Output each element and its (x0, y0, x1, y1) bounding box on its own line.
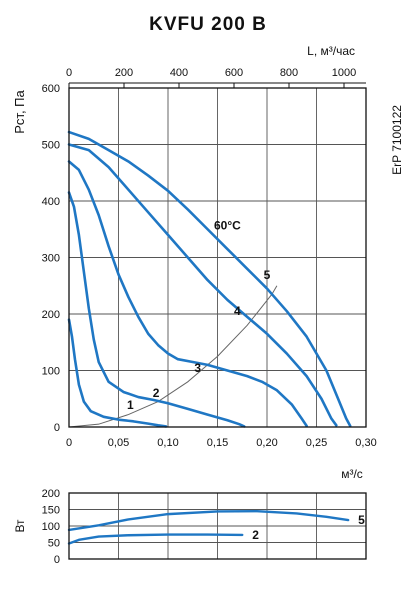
y-tick-label: 200 (42, 309, 60, 321)
curve-label: 2 (153, 386, 160, 400)
x-tick-label-top: 1000 (332, 67, 356, 79)
fan-curve-3 (67, 160, 308, 428)
x-tick-label-bottom: 0 (66, 437, 72, 449)
x-tick-label-bottom: 0,30 (355, 437, 376, 449)
fan-curve-4 (67, 143, 338, 427)
x-tick-label-bottom: 0,10 (157, 437, 178, 449)
x-tick-label-bottom: 0,15 (207, 437, 228, 449)
chart-title: KVFU 200 B (149, 14, 267, 35)
curve-label: 3 (194, 361, 201, 375)
main-ticks: 0 0,05 0,10 0,15 0,20 0,25 0,30010020030040050… (42, 67, 377, 449)
x-tick-label-top: 600 (225, 67, 243, 79)
fan-curve-2 (67, 191, 246, 428)
x-tick-label-top: 0 (66, 67, 72, 79)
power-ticks: 0 50 100 150 200 (42, 488, 60, 566)
power-curve-label: 5 (358, 513, 365, 527)
bottom-axis-label: м³/с (341, 467, 363, 481)
power-grid (68, 492, 367, 560)
power-curve-5 (67, 509, 350, 532)
fan-curve-5 (67, 130, 352, 428)
power-y-tick-label: 200 (42, 488, 60, 500)
power-plot-frame (68, 492, 367, 560)
main-labels: 1 2 3 4 5 60°C (127, 218, 271, 412)
power-curve-2 (67, 533, 244, 545)
curve-label: 4 (234, 304, 241, 318)
y-tick-label: 300 (42, 253, 60, 265)
curve-label: 1 (127, 398, 134, 412)
y-tick-label: 600 (42, 83, 60, 95)
y-tick-label: 500 (42, 140, 60, 152)
x-tick-label-bottom: 0,05 (108, 437, 129, 449)
main-curves (67, 130, 352, 428)
curve-label: 5 (264, 268, 271, 282)
x-tick-label-top: 200 (115, 67, 133, 79)
x-tick-label-top: 800 (280, 67, 298, 79)
x-tick-label-bottom: 0,20 (256, 437, 277, 449)
power-y-tick-label: 50 (48, 538, 60, 550)
power-y-tick-label: 100 (42, 521, 60, 533)
side-label: ErP 7100122 (390, 105, 404, 175)
system-curve (68, 285, 278, 428)
curve-label: 60°C (214, 218, 241, 232)
main-plot-frame (68, 87, 367, 428)
fan-curve-1 (67, 318, 168, 428)
power-axis-label: Вт (13, 519, 27, 533)
y-tick-label: 100 (42, 366, 60, 378)
x-tick-label-bottom: 0,25 (306, 437, 327, 449)
power-curve-label: 2 (252, 528, 259, 542)
x-tick-label-top: 400 (170, 67, 188, 79)
y-tick-label: 0 (54, 422, 60, 434)
y-tick-label: 400 (42, 196, 60, 208)
power-y-tick-label: 150 (42, 505, 60, 517)
power-curves: 52 (67, 509, 365, 545)
power-y-tick-label: 0 (54, 554, 60, 566)
y-axis-label: Pст, Па (12, 89, 27, 133)
top-axis-label: L, м³/час (307, 44, 355, 58)
